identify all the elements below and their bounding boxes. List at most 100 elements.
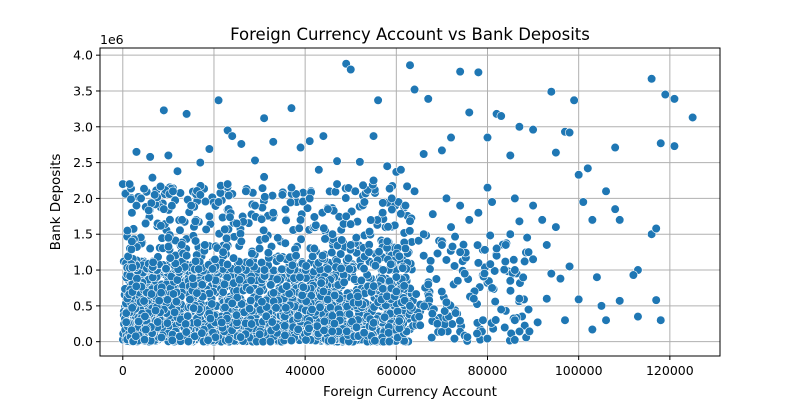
data-point	[304, 323, 314, 333]
data-point	[327, 229, 338, 239]
data-point	[293, 311, 303, 321]
data-point	[134, 316, 144, 327]
data-point	[182, 251, 192, 261]
data-point	[409, 186, 420, 196]
data-point	[505, 286, 516, 296]
data-point	[232, 292, 242, 303]
data-point	[261, 311, 271, 321]
data-point	[391, 286, 401, 297]
data-point	[285, 197, 296, 208]
data-point	[139, 296, 149, 306]
data-point	[127, 208, 137, 218]
data-point	[148, 257, 158, 267]
data-point	[327, 247, 337, 258]
data-point	[441, 255, 452, 265]
data-point	[126, 194, 136, 204]
data-point	[210, 254, 220, 265]
data-point	[318, 286, 328, 297]
data-point	[227, 131, 237, 141]
data-point	[236, 332, 246, 342]
data-point	[316, 278, 326, 288]
data-point	[286, 183, 297, 193]
data-point	[419, 251, 429, 261]
data-point	[181, 319, 191, 329]
data-point	[336, 263, 346, 274]
data-point	[574, 294, 584, 305]
chart-title: Foreign Currency Account vs Bank Deposit…	[230, 25, 590, 44]
data-point	[528, 254, 538, 264]
data-point	[224, 190, 234, 201]
data-point	[302, 203, 313, 213]
data-point	[482, 333, 492, 344]
data-point	[281, 215, 291, 225]
data-point	[221, 233, 232, 243]
data-point	[170, 307, 180, 317]
data-point	[387, 204, 397, 215]
data-point	[168, 186, 178, 196]
data-point	[343, 253, 353, 263]
data-point	[305, 136, 315, 146]
data-point	[487, 283, 497, 293]
data-point	[378, 198, 388, 208]
data-point	[177, 240, 187, 250]
data-point	[259, 113, 269, 123]
data-point	[669, 94, 680, 104]
data-point	[510, 335, 520, 345]
data-point	[332, 179, 342, 189]
data-point	[346, 219, 356, 229]
data-point	[482, 183, 493, 193]
data-point	[688, 112, 698, 123]
data-point	[319, 316, 329, 326]
data-point	[175, 331, 185, 342]
data-point	[320, 234, 330, 244]
data-point	[159, 105, 169, 115]
data-point	[337, 235, 347, 245]
data-point	[385, 184, 395, 194]
data-point	[204, 144, 215, 154]
data-point	[480, 245, 490, 255]
data-point	[177, 215, 187, 225]
data-point	[327, 326, 337, 337]
data-point	[359, 328, 369, 338]
data-point	[510, 265, 520, 275]
y-tick-label: 0.5	[73, 298, 93, 313]
data-point	[370, 336, 380, 346]
data-point	[423, 94, 433, 104]
data-point	[147, 173, 158, 183]
data-point	[353, 291, 363, 301]
data-point	[309, 212, 319, 222]
data-point	[441, 193, 452, 204]
data-point	[405, 60, 415, 70]
data-point	[269, 288, 279, 298]
data-point	[473, 67, 483, 77]
data-point	[358, 180, 368, 190]
data-point	[485, 259, 495, 269]
data-point	[257, 214, 267, 224]
data-point	[455, 316, 465, 326]
data-point	[492, 243, 502, 254]
data-point	[203, 335, 213, 345]
data-point	[330, 290, 340, 301]
data-point	[427, 333, 437, 343]
data-point	[260, 234, 270, 244]
data-point	[218, 287, 228, 297]
data-point	[159, 204, 169, 214]
data-point	[510, 315, 520, 325]
data-point	[437, 240, 447, 250]
data-point	[574, 170, 584, 180]
data-point	[197, 328, 207, 338]
data-point	[268, 208, 278, 218]
data-point	[518, 272, 528, 283]
data-point	[204, 273, 214, 283]
data-point	[628, 270, 638, 280]
data-point	[578, 197, 588, 207]
data-point	[291, 189, 301, 199]
data-point	[301, 335, 311, 345]
data-point	[255, 286, 265, 296]
data-point	[295, 142, 306, 153]
data-point	[195, 190, 205, 200]
data-point	[610, 142, 620, 153]
data-point	[419, 229, 429, 239]
data-point	[514, 294, 525, 304]
y-tick-label: 1.0	[73, 263, 93, 278]
